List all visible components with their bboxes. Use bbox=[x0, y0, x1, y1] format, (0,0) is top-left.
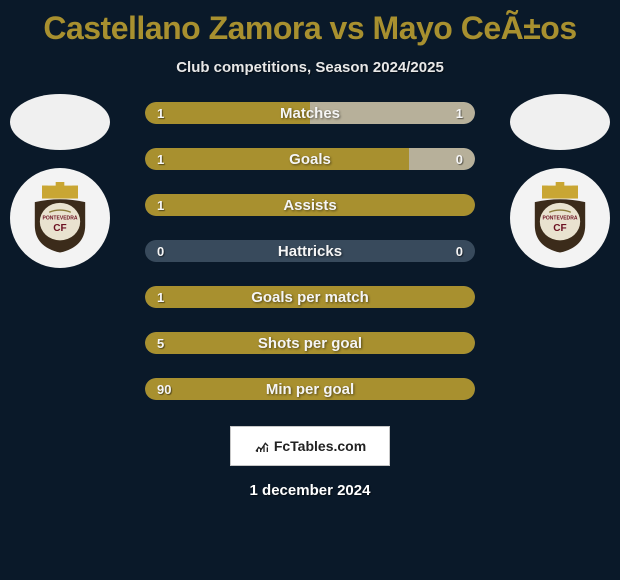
stat-label: Hattricks bbox=[145, 243, 475, 260]
svg-text:PONTEVEDRA: PONTEVEDRA bbox=[543, 215, 578, 221]
footer-brand-text: FcTables.com bbox=[274, 438, 366, 454]
svg-text:PONTEVEDRA: PONTEVEDRA bbox=[43, 215, 78, 221]
player-right-oval bbox=[510, 94, 610, 150]
svg-text:CF: CF bbox=[53, 223, 66, 234]
stat-value-left: 0 bbox=[157, 244, 164, 259]
stat-fill-left bbox=[145, 102, 310, 124]
stat-bars: Matches11 Goals10 Assists1 Hattricks0 0 Goals… bbox=[145, 102, 475, 400]
stat-row: Matches11 bbox=[145, 102, 475, 124]
stat-row: Shots per goal5 bbox=[145, 332, 475, 354]
stat-row: Goals10 bbox=[145, 148, 475, 170]
comparison-content: PONTEVEDRA CF PONTEVEDRA CF Matches11 Goa… bbox=[0, 102, 620, 400]
stat-fill-left bbox=[145, 378, 475, 400]
stat-fill-left bbox=[145, 148, 409, 170]
stat-row: Min per goal90 bbox=[145, 378, 475, 400]
stat-row: Goals per match1 bbox=[145, 286, 475, 308]
footer-brand-badge: FcTables.com bbox=[230, 426, 390, 466]
stat-fill-left bbox=[145, 194, 475, 216]
club-crest-left: PONTEVEDRA CF bbox=[10, 168, 110, 268]
player-left-oval bbox=[10, 94, 110, 150]
subtitle: Club competitions, Season 2024/2025 bbox=[0, 59, 620, 76]
page-title: Castellano Zamora vs Mayo CeÃ±os bbox=[0, 0, 620, 47]
stat-fill-right bbox=[409, 148, 475, 170]
stat-fill-left bbox=[145, 332, 475, 354]
stat-row: Assists1 bbox=[145, 194, 475, 216]
stat-fill-right bbox=[310, 102, 475, 124]
stat-value-right: 0 bbox=[456, 244, 463, 259]
svg-text:CF: CF bbox=[553, 223, 566, 234]
club-crest-right: PONTEVEDRA CF bbox=[510, 168, 610, 268]
stat-fill-left bbox=[145, 286, 475, 308]
crest-icon: PONTEVEDRA CF bbox=[524, 182, 596, 254]
chart-icon bbox=[254, 438, 270, 454]
crest-icon: PONTEVEDRA CF bbox=[24, 182, 96, 254]
stat-row: Hattricks0 0 bbox=[145, 240, 475, 262]
footer-date: 1 december 2024 bbox=[0, 482, 620, 499]
